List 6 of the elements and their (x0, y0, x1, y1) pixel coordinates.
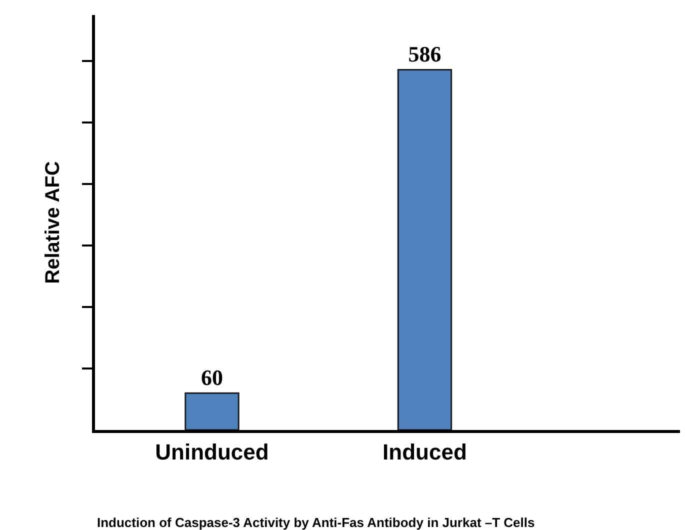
data-label: 586 (408, 42, 442, 67)
data-label: 60 (201, 365, 223, 390)
text: Induction of Caspase-3 Activity by Anti-Fas Antibody in Jurkat –T Cells (97, 515, 535, 530)
x-tick-label: Uninduced (155, 439, 269, 464)
x-tick-label: Induced (382, 439, 467, 464)
y-axis-title: Relative AFC (42, 161, 64, 284)
